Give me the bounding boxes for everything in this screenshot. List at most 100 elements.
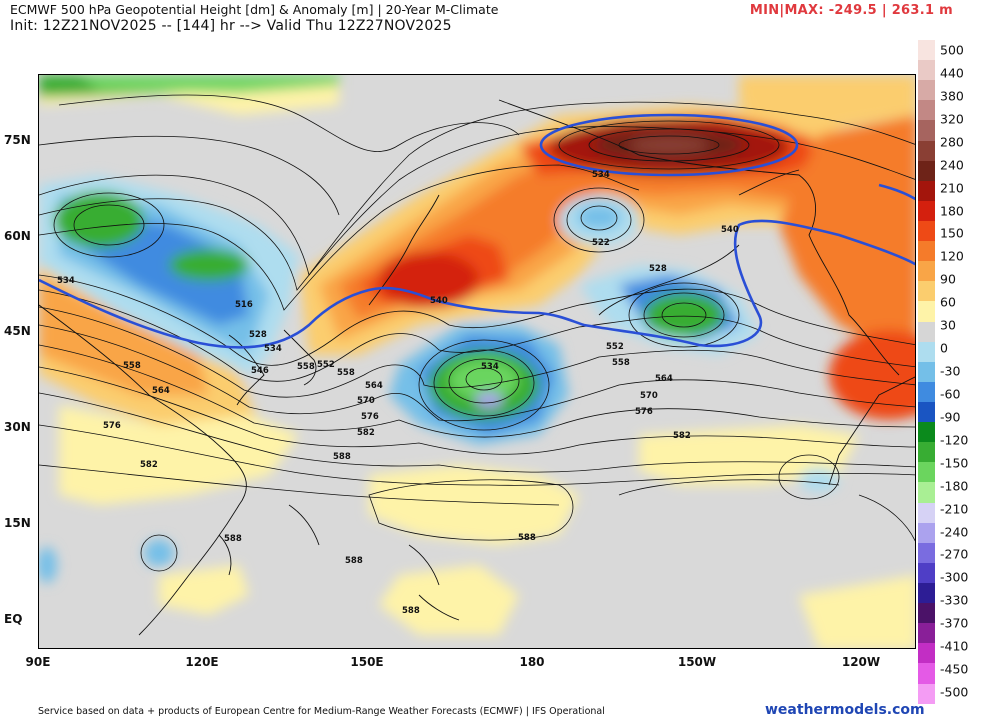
- colorbar-swatch: [918, 261, 935, 282]
- colorbar-swatch: [918, 200, 935, 221]
- colorbar-swatch: [918, 462, 935, 483]
- colorbar-swatch: [918, 100, 935, 121]
- colorbar-swatch: [918, 603, 935, 624]
- lon-label-180: 180: [519, 655, 545, 669]
- colorbar-swatch: [918, 522, 935, 543]
- colorbar-swatch: [918, 321, 935, 342]
- contour-label: 576: [635, 407, 653, 417]
- colorbar-tick-label: -210: [940, 501, 969, 517]
- contour-label: 564: [655, 374, 673, 384]
- colorbar-swatch: [918, 582, 935, 604]
- colorbar-tick-label: -120: [940, 432, 969, 448]
- colorbar-swatch: [918, 542, 935, 563]
- colorbar-swatch: [918, 623, 935, 644]
- contour-label: 552: [317, 360, 335, 370]
- colorbar-tick-label: 60: [940, 294, 956, 310]
- colorbar-tick-label: -180: [940, 478, 969, 494]
- colorbar-tick-label: 500: [940, 42, 964, 58]
- colorbar-swatch: [918, 341, 935, 362]
- colorbar-swatch: [918, 401, 935, 423]
- colorbar-tick-label: -90: [940, 409, 961, 425]
- colorbar-swatch: [918, 562, 935, 583]
- colorbar-swatch: [918, 160, 935, 181]
- min-max-readout: MIN|MAX: -249.5 | 263.1 m: [749, 3, 953, 18]
- contour-label: 576: [361, 412, 379, 422]
- lon-label-90e: 90E: [25, 655, 51, 669]
- contour-label: 540: [430, 296, 448, 306]
- contour-label: 558: [297, 362, 315, 372]
- init-valid-line: Init: 12Z21NOV2025 -- [144] hr --> Valid…: [10, 18, 452, 34]
- contour-labels: 534 516 528 534 546 552 558 558 564 570 …: [57, 170, 739, 616]
- contour-label: 516: [235, 300, 253, 310]
- colorbar-tick-label: -450: [940, 661, 969, 677]
- colorbar-tick-label: 0: [940, 340, 948, 356]
- lat-label-eq: EQ: [4, 612, 23, 626]
- colorbar-swatch: [918, 482, 935, 503]
- contour-label: 540: [721, 225, 739, 235]
- colorbar-tick-label: 90: [940, 271, 956, 287]
- colorbar-swatch: [918, 220, 935, 242]
- lon-label-150w: 150W: [677, 655, 717, 669]
- colorbar-swatch: [918, 361, 935, 382]
- colorbar-tick-label: 150: [940, 225, 964, 241]
- colorbar-swatch: [918, 301, 935, 322]
- colorbar-swatch: [918, 241, 935, 262]
- colorbar-swatch: [918, 683, 935, 704]
- contour-label: 558: [123, 361, 141, 371]
- brand-link[interactable]: weathermodels.com: [765, 702, 925, 718]
- contour-label: 552: [606, 342, 624, 352]
- lon-label-120w: 120W: [841, 655, 881, 669]
- colorbar-swatch: [918, 60, 935, 81]
- colorbar-swatch: [918, 140, 935, 161]
- colorbar-swatch: [918, 120, 935, 141]
- contour-label: 558: [337, 368, 355, 378]
- contour-label: 564: [152, 386, 170, 396]
- colorbar-tick-label: 30: [940, 317, 956, 333]
- colorbar-tick-label: 120: [940, 248, 964, 264]
- colorbar: [918, 40, 935, 704]
- colorbar-swatch: [918, 422, 935, 443]
- colorbar-tick-label: -410: [940, 638, 969, 654]
- colorbar-tick-label: -370: [940, 615, 969, 631]
- contour-label: 534: [481, 362, 499, 372]
- colorbar-swatch: [918, 381, 935, 402]
- contour-label: 522: [592, 238, 610, 248]
- anomaly-map: 534 516 528 534 546 552 558 558 564 570 …: [39, 75, 915, 648]
- colorbar-tick-label: 210: [940, 180, 964, 196]
- colorbar-tick-label: -30: [940, 363, 961, 379]
- colorbar-tick-label: -300: [940, 569, 969, 585]
- contour-label: 588: [518, 533, 536, 543]
- lat-label-60n: 60N: [4, 229, 31, 243]
- contour-label: 534: [264, 344, 282, 354]
- contour-label: 528: [649, 264, 667, 274]
- colorbar-swatch: [918, 80, 935, 101]
- colorbar-tick-label: 240: [940, 157, 964, 173]
- colorbar-tick-label: 320: [940, 111, 964, 127]
- footer-credit: Service based on data + products of Euro…: [38, 706, 605, 717]
- colorbar-tick-label: -240: [940, 524, 969, 539]
- contour-label: 588: [224, 534, 242, 544]
- contour-label: 528: [249, 330, 267, 340]
- colorbar-swatch: [918, 281, 935, 302]
- lat-label-30n: 30N: [4, 420, 31, 434]
- lon-label-120e: 120E: [185, 655, 219, 669]
- lat-label-75n: 75N: [4, 133, 31, 147]
- contour-label: 558: [612, 358, 630, 368]
- contour-label: 588: [333, 452, 351, 462]
- colorbar-swatch: [918, 40, 935, 61]
- anomaly-shading: [39, 75, 915, 648]
- colorbar-tick-label: -60: [940, 386, 961, 402]
- colorbar-swatch: [918, 442, 935, 463]
- colorbar-swatch: [918, 663, 935, 684]
- colorbar-swatch: [918, 502, 935, 523]
- colorbar-tick-label: 380: [940, 88, 964, 104]
- contour-label: 576: [103, 421, 121, 431]
- colorbar-tick-label: 440: [940, 65, 964, 81]
- colorbar-tick-label: 180: [940, 203, 964, 218]
- contour-label: 564: [365, 381, 383, 391]
- contour-label: 546: [251, 366, 269, 376]
- lat-label-45n: 45N: [4, 324, 31, 338]
- chart-title: ECMWF 500 hPa Geopotential Height [dm] &…: [10, 2, 499, 17]
- contour-label: 582: [357, 428, 375, 438]
- colorbar-tick-label: -150: [940, 455, 969, 471]
